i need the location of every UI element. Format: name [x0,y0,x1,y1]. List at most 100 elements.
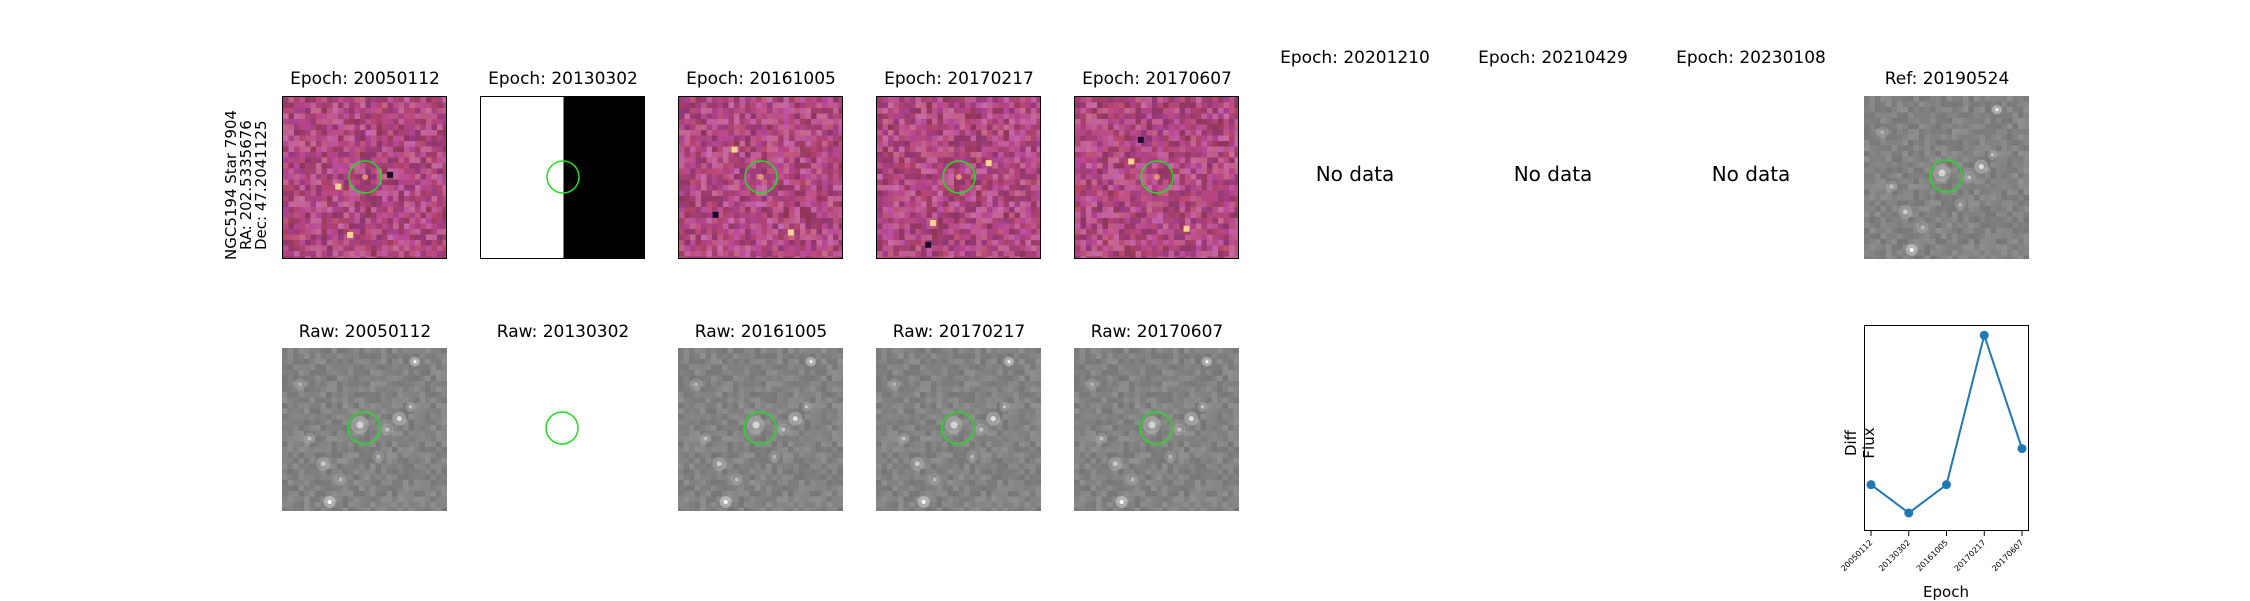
star-info-label: NGC5194 Star 7904 RA: 202.5335676 Dec: 4… [224,108,274,263]
diff-panel-3 [678,96,843,259]
diff-panel-4 [876,96,1041,259]
x-tick-label: 20050112 [1839,538,1874,573]
raw-image-5 [1074,348,1239,511]
star-point [1880,130,1884,134]
residual-artifact [732,147,738,153]
star-point [979,428,983,432]
star-point [1189,416,1194,421]
star-point [1113,461,1118,466]
star-point [1100,437,1104,441]
raw-panel-3 [678,348,843,511]
epoch-title-2: Epoch: 20130302 [453,69,673,89]
residual-artifact [986,160,992,166]
star-point [385,428,389,432]
epoch-title-6: Epoch: 20201210 [1245,48,1465,68]
star-point [1991,153,1994,156]
raw-title-1: Raw: 20050112 [255,322,475,342]
star-point [1205,360,1208,363]
star-point [1938,169,1945,176]
star-point [376,455,380,459]
star-point [724,500,728,504]
star-point [805,405,808,408]
ref-panel [1864,96,2029,259]
star-point [1921,225,1925,229]
epoch-title-5: Epoch: 20170607 [1047,69,1267,89]
source-residual [956,174,962,180]
raw-image-2 [480,348,645,511]
diff-panel-5 [1074,96,1239,259]
diff-image-2 [481,97,645,259]
diff-panel-1 [282,96,447,259]
star-point [717,461,722,466]
x-tick-label: 20170217 [1953,538,1988,573]
raw-title-5: Raw: 20170607 [1047,322,1267,342]
aperture-circle [546,412,578,444]
residual-artifact [713,212,719,218]
star-point [781,428,785,432]
star-point [1007,360,1010,363]
star-point [356,421,363,428]
star-point [1003,405,1006,408]
residual-artifact [788,229,794,235]
star-point [950,421,957,428]
star-point [1890,185,1894,189]
epoch-title-8: Epoch: 20230108 [1641,48,1861,68]
data-point-20170607 [2018,444,2027,453]
star-point [970,455,974,459]
residual-artifact [1184,226,1190,232]
raw-image-4 [876,348,1041,511]
residual-artifact [1138,137,1144,143]
x-axis-label: Epoch [1896,583,1996,601]
raw-image-3 [678,348,843,511]
star-point [1958,203,1962,207]
star-point [735,477,739,481]
star-point [328,500,332,504]
data-point-20170217 [1980,331,1989,340]
star-point [933,477,937,481]
diff-image-3 [679,97,843,259]
diff-image-5 [1075,97,1239,259]
star-dec: Dec: 47.2041125 [254,108,269,263]
data-point-20161005 [1942,480,1951,489]
epoch-title-1: Epoch: 20050112 [255,69,475,89]
raw-title-2: Raw: 20130302 [453,322,673,342]
epoch-title-7: Epoch: 20210429 [1443,48,1663,68]
x-tick-label: 20170607 [1990,538,2025,573]
star-point [892,382,896,386]
source-residual [362,174,368,180]
diff-image-4 [877,97,1041,259]
star-point [752,421,759,428]
star-point [1995,108,1998,111]
source-residual [1154,174,1160,180]
star-point [694,382,698,386]
star-point [308,437,312,441]
star-point [1168,455,1172,459]
no-data-label-6: No data [1245,162,1465,186]
raw-panel-4 [876,348,1041,511]
star-point [1979,164,1984,169]
star-point [704,437,708,441]
star-point [339,477,343,481]
residual-artifact [1128,158,1134,164]
no-data-label-7: No data [1443,162,1663,186]
star-point [413,360,416,363]
diff-panel-2 [480,96,645,259]
star-point [1903,209,1908,214]
data-point-20130302 [1904,508,1913,517]
star-point [1148,421,1155,428]
raw-panel-1 [282,348,447,511]
raw-title-4: Raw: 20170217 [849,322,1069,342]
residual-artifact [387,172,393,178]
star-point [298,382,302,386]
x-tick-label: 20130302 [1877,538,1912,573]
star-point [1201,405,1204,408]
epoch-title-3: Epoch: 20161005 [651,69,871,89]
raw-image-1 [282,348,447,511]
ref-image [1864,96,2029,259]
x-tick-label: 20161005 [1915,538,1950,573]
ref-title: Ref: 20190524 [1837,69,2057,89]
raw-panel-5 [1074,348,1239,511]
star-point [915,461,920,466]
star-point [1131,477,1135,481]
residual-artifact [347,232,353,238]
